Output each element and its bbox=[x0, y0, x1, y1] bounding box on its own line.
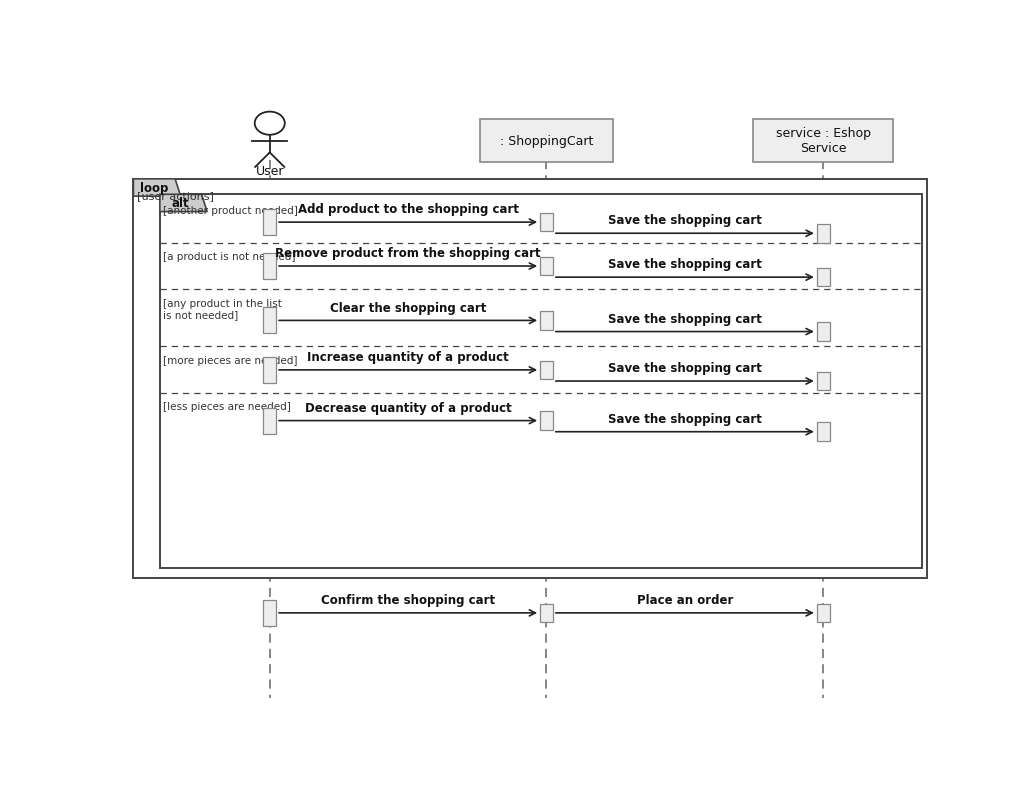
Bar bbox=[817, 225, 830, 243]
Bar bbox=[263, 210, 276, 236]
Bar bbox=[817, 423, 830, 441]
Bar bbox=[263, 253, 276, 280]
Bar bbox=[263, 358, 276, 383]
Bar bbox=[817, 372, 830, 391]
Text: Save the shopping cart: Save the shopping cart bbox=[608, 362, 762, 375]
Bar bbox=[134, 180, 927, 578]
Text: Increase quantity of a product: Increase quantity of a product bbox=[307, 350, 509, 363]
Bar bbox=[263, 308, 276, 334]
Bar bbox=[263, 600, 276, 626]
Bar bbox=[540, 361, 553, 379]
Text: Decrease quantity of a product: Decrease quantity of a product bbox=[304, 401, 511, 415]
Text: Add product to the shopping cart: Add product to the shopping cart bbox=[298, 203, 519, 216]
Bar bbox=[159, 195, 922, 569]
Text: loop: loop bbox=[140, 182, 169, 195]
Text: Place an order: Place an order bbox=[637, 593, 733, 606]
Text: : ShoppingCart: : ShoppingCart bbox=[500, 135, 593, 148]
Text: service : Eshop
Service: service : Eshop Service bbox=[775, 128, 870, 156]
Text: [another product needed]: [another product needed] bbox=[164, 205, 298, 216]
Bar bbox=[540, 411, 553, 431]
Bar bbox=[540, 604, 553, 622]
Text: alt: alt bbox=[172, 197, 189, 210]
Text: [less pieces are needed]: [less pieces are needed] bbox=[164, 402, 291, 412]
Text: [any product in the list
is not needed]: [any product in the list is not needed] bbox=[164, 298, 282, 320]
Bar bbox=[753, 119, 893, 163]
Text: Clear the shopping cart: Clear the shopping cart bbox=[330, 302, 486, 314]
Bar bbox=[817, 323, 830, 342]
Text: [a product is not needed]: [a product is not needed] bbox=[164, 252, 296, 261]
Text: Remove product from the shopping cart: Remove product from the shopping cart bbox=[275, 247, 541, 260]
Text: Save the shopping cart: Save the shopping cart bbox=[608, 258, 762, 271]
Polygon shape bbox=[159, 195, 207, 213]
Bar bbox=[480, 119, 613, 163]
Bar bbox=[817, 269, 830, 287]
Text: [user actions]: [user actions] bbox=[138, 191, 214, 200]
Text: Save the shopping cart: Save the shopping cart bbox=[608, 214, 762, 227]
Bar bbox=[540, 257, 553, 276]
Bar bbox=[540, 312, 553, 330]
Text: Confirm the shopping cart: Confirm the shopping cart bbox=[321, 593, 495, 606]
Bar bbox=[540, 213, 553, 232]
Bar bbox=[817, 604, 830, 622]
Text: Save the shopping cart: Save the shopping cart bbox=[608, 412, 762, 425]
Text: Save the shopping cart: Save the shopping cart bbox=[608, 312, 762, 326]
Text: User: User bbox=[256, 164, 284, 178]
Polygon shape bbox=[134, 180, 181, 197]
Text: [more pieces are needed]: [more pieces are needed] bbox=[164, 355, 298, 366]
Bar bbox=[263, 408, 276, 434]
